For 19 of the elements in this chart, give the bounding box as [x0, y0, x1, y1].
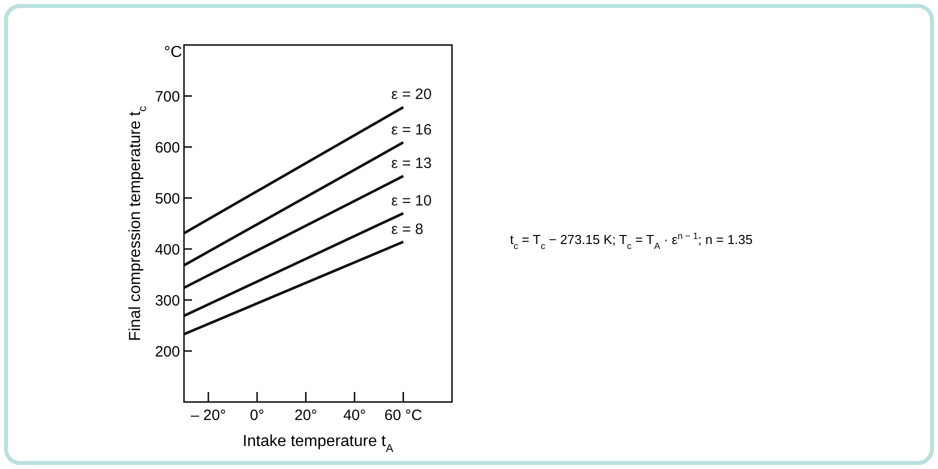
series-label: ε = 20 [391, 86, 432, 104]
x-tick-label: 60 °C [384, 407, 422, 424]
series-label: ε = 10 [391, 192, 432, 210]
x-tick-label: 40° [343, 407, 366, 424]
text: t$_{c}$ = T$_{c}$ − 273.15 K; T$_{c}$ = T$_{A}$ · ε$^{n − 1}$; n = 1.35 [510, 231, 753, 251]
y-tick-label: 600 [154, 139, 180, 156]
series-label: ε = 8 [391, 220, 424, 238]
x-tick-label: 20° [294, 407, 318, 424]
series-label: ε = 13 [391, 155, 432, 172]
text: °C [164, 44, 182, 61]
x-tick-label: – 20° [190, 407, 226, 424]
y-tick-label: 700 [154, 88, 180, 106]
y-tick-label: 400 [154, 241, 180, 258]
y-tick-label: 500 [154, 190, 180, 208]
y-tick-label: 200 [154, 343, 180, 360]
y-tick-label: 300 [154, 292, 180, 310]
x-tick-label: 0° [250, 407, 264, 424]
series-label: ε = 16 [391, 121, 432, 138]
x-axis-title: Intake temperature t$_{A}$ [242, 433, 394, 455]
